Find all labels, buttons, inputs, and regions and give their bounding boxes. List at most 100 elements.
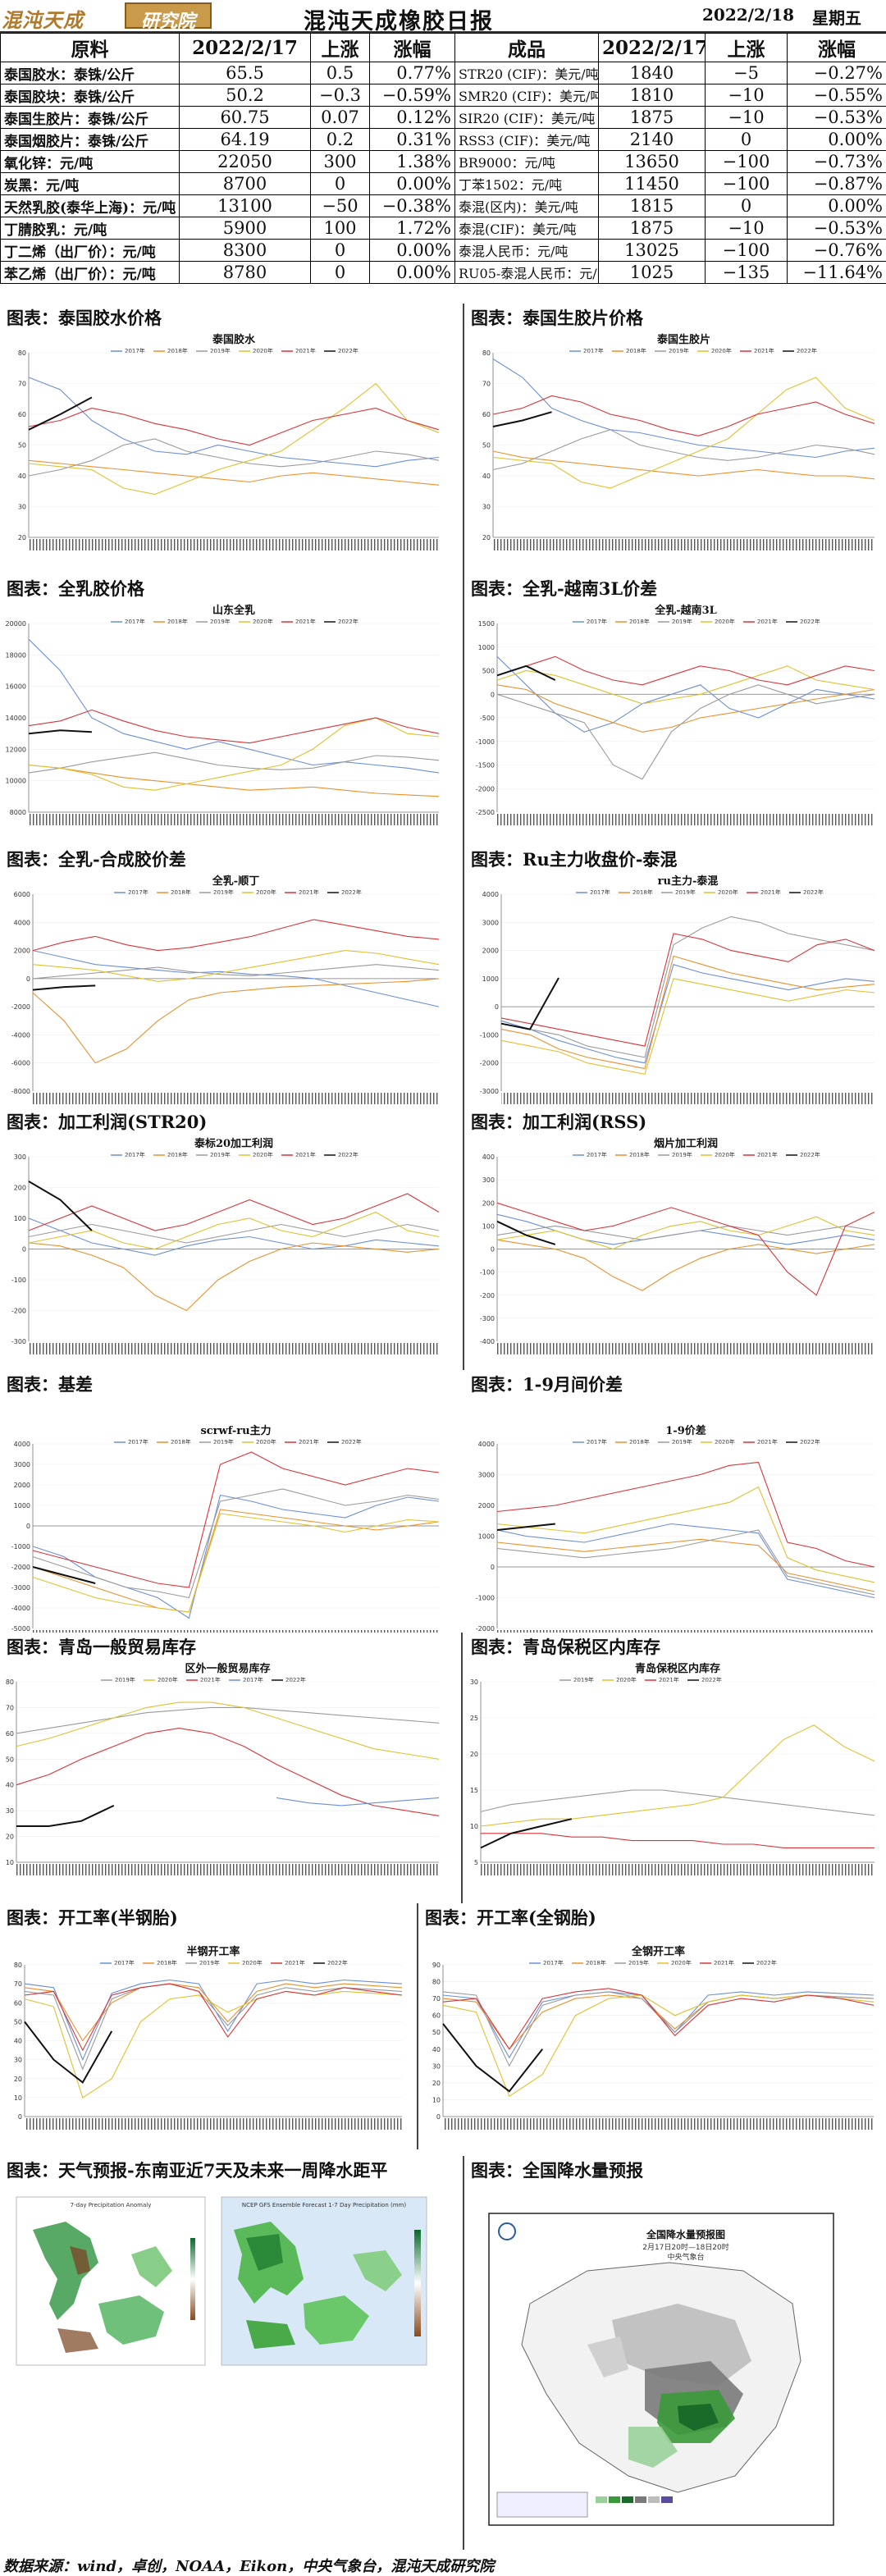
line-chart: ru主力-泰混 2017年 2018年 2019年 2020年 2021年 2022年 -30… bbox=[480, 875, 875, 1104]
y-tick-label: 500 bbox=[482, 668, 495, 675]
table-cell: −0.55% bbox=[787, 84, 886, 107]
legend-label: 2017年 bbox=[128, 888, 148, 896]
table-cell: −0.87% bbox=[787, 172, 886, 195]
y-tick-label: 200 bbox=[482, 1199, 495, 1207]
table-cell: 泰国生胶片：泰铢/公斤 bbox=[0, 106, 180, 129]
y-tick-label: 10 bbox=[14, 2094, 22, 2102]
y-tick-label: -1500 bbox=[476, 762, 495, 770]
legend-label: 2018年 bbox=[633, 888, 653, 896]
legend-label: 2022年 bbox=[338, 618, 359, 625]
legend-label: 2020年 bbox=[253, 618, 273, 625]
series-line bbox=[496, 655, 875, 733]
legend-label: 2018年 bbox=[157, 1959, 177, 1966]
y-tick-label: 4000 bbox=[14, 1441, 30, 1448]
y-tick-label: 2000 bbox=[482, 948, 499, 955]
table-cell: STR20 (CIF)：美元/吨 bbox=[454, 62, 599, 84]
series-line bbox=[480, 1724, 875, 1827]
table-cell: 0.12% bbox=[369, 106, 455, 129]
series-line bbox=[492, 411, 552, 427]
chart-title: ru主力-泰混 bbox=[658, 875, 719, 888]
legend-label: 2020年 bbox=[715, 1438, 735, 1446]
y-tick-label: 6000 bbox=[14, 891, 30, 898]
legend-label: 2018年 bbox=[167, 618, 188, 625]
panel-label: 图表：泰国胶水价格 bbox=[7, 308, 162, 328]
series-line bbox=[496, 1461, 875, 1568]
series-line bbox=[442, 1991, 875, 2059]
panel-label: 图表：全乳-越南3L价差 bbox=[471, 578, 658, 599]
legend-label: 2020年 bbox=[256, 1438, 276, 1446]
china-precip-map: 全国降水量预报图 2月17日20时—18日20时 中央气象台 bbox=[488, 2213, 834, 2526]
y-tick-label: 20 bbox=[482, 534, 491, 541]
legend-label: 2020年 bbox=[715, 618, 735, 625]
legend-label: 2017年 bbox=[125, 1151, 145, 1158]
table-cell: 22050 bbox=[179, 150, 311, 173]
x-tick-band bbox=[497, 1630, 875, 1633]
table-cell: 炭黑：元/吨 bbox=[0, 172, 180, 195]
series-line bbox=[32, 1566, 96, 1584]
y-tick-label: 15 bbox=[470, 1787, 478, 1794]
cma-logo-icon bbox=[498, 2222, 516, 2240]
table-cell: −0.76% bbox=[787, 239, 886, 262]
legend-label: 2017年 bbox=[125, 618, 145, 625]
x-tick-band bbox=[501, 1093, 875, 1104]
table-cell: 2140 bbox=[598, 128, 706, 151]
table-cell: −100 bbox=[705, 172, 788, 195]
legend-label: 2020年 bbox=[711, 347, 732, 354]
y-tick-label: -2000 bbox=[476, 785, 495, 792]
table-row: 丁腈胶乳：元/吨 5900 100 1.72% 泰混(CIF)：美元/吨 1875 −10−… bbox=[0, 217, 886, 240]
report-title: 混沌天成橡胶日报 bbox=[304, 9, 494, 34]
legend-label: 2022年 bbox=[341, 888, 362, 896]
y-tick-label: 100 bbox=[14, 1215, 26, 1222]
y-tick-label: 50 bbox=[14, 2018, 22, 2026]
x-tick-band bbox=[33, 1093, 439, 1104]
table-cell: 0.00% bbox=[369, 239, 455, 262]
y-tick-label: 80 bbox=[14, 1962, 22, 1969]
legend-label: 2022年 bbox=[797, 347, 817, 354]
line-chart: 区外一般贸易库存 2019年 2020年 2021年 2017年 2022年 10 20 30 4… bbox=[6, 1662, 440, 1875]
table-cell: 0.31% bbox=[369, 128, 455, 151]
y-tick-label: -1000 bbox=[11, 1543, 30, 1551]
panel-label: 图表：Ru主力收盘价-泰混 bbox=[471, 849, 678, 870]
series-line bbox=[24, 1983, 403, 2071]
y-tick-label: -500 bbox=[480, 715, 495, 722]
chart-panel: 图表：加工利润(RSS) 烟片加工利润 2017年 2018年 2019年 2020年 20… bbox=[464, 1108, 886, 1370]
y-tick-label: -300 bbox=[480, 1315, 495, 1322]
table-cell: 0 bbox=[705, 128, 788, 151]
legend-label: 2021年 bbox=[714, 1959, 734, 1966]
y-tick-label: 20 bbox=[14, 2076, 22, 2083]
series-line bbox=[28, 1223, 440, 1244]
series-line bbox=[480, 1789, 875, 1816]
chart-title: 半钢开工率 bbox=[186, 1945, 240, 1958]
table-header-row: 原料 2022/2/17 上涨 涨幅 成品 2022/2/17 上涨 涨幅 bbox=[0, 33, 886, 62]
line-chart: 烟片加工利润 2017年 2018年 2019年 2020年 2021年 2022年 -400… bbox=[480, 1137, 875, 1354]
series-line bbox=[28, 1181, 93, 1231]
y-tick-label: 90 bbox=[432, 1962, 441, 1969]
series-line bbox=[500, 977, 559, 1030]
table-cell: 0 bbox=[310, 239, 370, 262]
legend-label: 2018年 bbox=[171, 888, 191, 896]
panel-divider bbox=[461, 1633, 463, 1903]
y-tick-label: -2000 bbox=[11, 1564, 30, 1571]
y-tick-label: 80 bbox=[482, 349, 491, 357]
y-tick-label: 30 bbox=[6, 1807, 14, 1815]
y-tick-label: -100 bbox=[480, 1269, 495, 1277]
y-tick-label: 40 bbox=[482, 473, 491, 480]
series-line bbox=[500, 933, 875, 1047]
table-cell: 泰混人民币：元/吨 bbox=[454, 239, 599, 262]
legend-label: 2020年 bbox=[256, 888, 276, 896]
legend-label: 2021年 bbox=[760, 888, 781, 896]
series-line bbox=[496, 1213, 875, 1245]
series-line bbox=[32, 1513, 440, 1613]
legend-label: 2021年 bbox=[659, 1676, 679, 1683]
table-cell: 苯乙烯（出厂价）：元/吨 bbox=[0, 261, 180, 284]
legend-label: 2021年 bbox=[295, 347, 316, 354]
sea-map-mid-title: NCEP GFS Ensemble Forecast 1-7 Day Preci… bbox=[242, 2202, 406, 2208]
series-line bbox=[28, 382, 440, 496]
series-line bbox=[496, 1225, 875, 1240]
line-chart: 1-9价差 2017年 2018年 2019年 2020年 2021年 2022年 -2000… bbox=[476, 1424, 875, 1633]
y-tick-label: 70 bbox=[14, 1980, 22, 1988]
y-tick-label: 70 bbox=[18, 381, 26, 388]
table-header-cell: 涨幅 bbox=[787, 33, 886, 62]
table-header-cell: 涨幅 bbox=[369, 33, 455, 62]
series-line bbox=[500, 955, 875, 1070]
